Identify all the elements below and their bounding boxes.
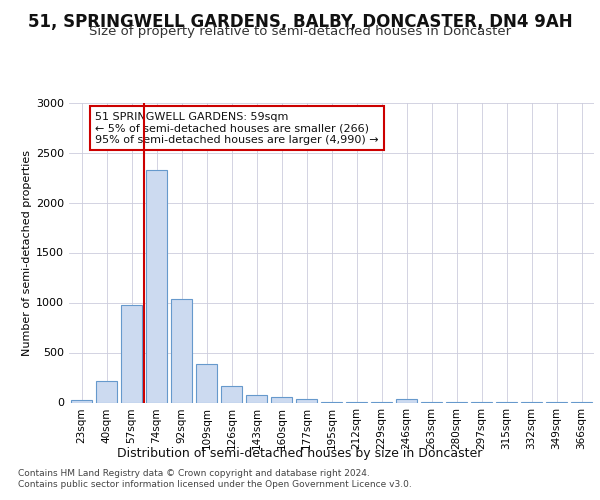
Bar [271, 397, 292, 402]
Text: Contains HM Land Registry data © Crown copyright and database right 2024.: Contains HM Land Registry data © Crown c… [18, 469, 370, 478]
Text: 51 SPRINGWELL GARDENS: 59sqm
← 5% of semi-detached houses are smaller (266)
95% : 51 SPRINGWELL GARDENS: 59sqm ← 5% of sem… [95, 112, 379, 144]
Bar [396, 398, 417, 402]
Bar [196, 364, 217, 403]
Bar [146, 170, 167, 402]
Text: Size of property relative to semi-detached houses in Doncaster: Size of property relative to semi-detach… [89, 25, 511, 38]
Bar [221, 386, 242, 402]
Bar [171, 298, 192, 403]
Bar [71, 400, 92, 402]
Bar [246, 394, 267, 402]
Y-axis label: Number of semi-detached properties: Number of semi-detached properties [22, 150, 32, 356]
Bar [296, 398, 317, 402]
Text: Distribution of semi-detached houses by size in Doncaster: Distribution of semi-detached houses by … [118, 448, 482, 460]
Bar [121, 304, 142, 402]
Text: Contains public sector information licensed under the Open Government Licence v3: Contains public sector information licen… [18, 480, 412, 489]
Bar [96, 380, 117, 402]
Text: 51, SPRINGWELL GARDENS, BALBY, DONCASTER, DN4 9AH: 51, SPRINGWELL GARDENS, BALBY, DONCASTER… [28, 12, 572, 30]
